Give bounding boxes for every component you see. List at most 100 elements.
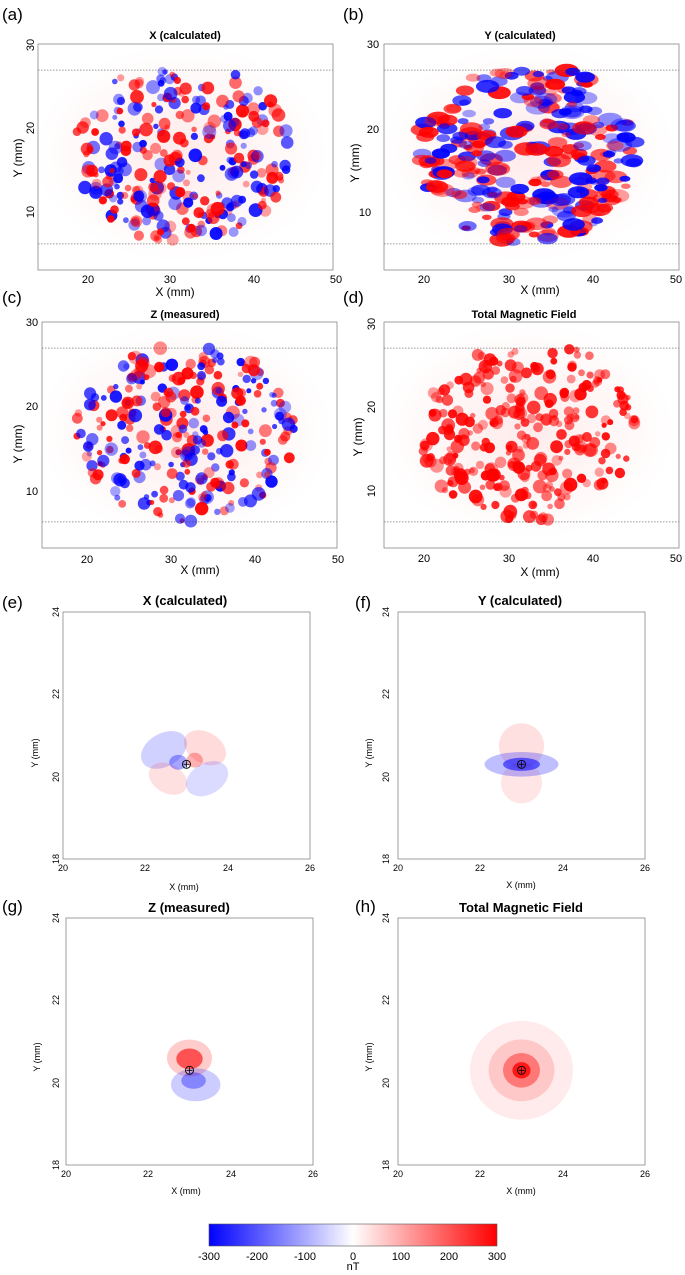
x-tick-a-30: 30	[164, 274, 176, 286]
field-blob	[114, 183, 120, 190]
field-blob	[168, 196, 182, 211]
field-blob	[185, 498, 196, 509]
field-blob	[197, 211, 203, 218]
x-tick-c-50: 50	[332, 554, 344, 566]
field-blob	[130, 90, 144, 104]
field-blob	[244, 161, 253, 169]
field-blob	[188, 148, 203, 163]
field-blob	[589, 437, 601, 448]
field-blob	[225, 460, 234, 469]
field-blob	[203, 467, 215, 479]
field-blob	[549, 194, 572, 206]
field-blob	[118, 120, 125, 128]
y-label-b: Y (mm)	[348, 143, 362, 182]
field-blob	[200, 196, 210, 206]
field-blob	[198, 493, 207, 502]
field-lobe	[140, 731, 187, 769]
field-blob	[212, 357, 218, 364]
field-blob	[223, 111, 233, 121]
field-blob	[189, 191, 199, 201]
field-blob	[98, 196, 107, 205]
field-blob	[185, 169, 191, 175]
field-blob	[446, 381, 454, 390]
field-blob	[139, 451, 147, 459]
field-blob	[123, 217, 129, 224]
field-blob	[142, 149, 153, 161]
field-blob	[229, 76, 242, 89]
field-blob	[471, 140, 486, 149]
field-lobe	[171, 1068, 221, 1102]
field-blob	[78, 180, 92, 195]
x-tick-a-40: 40	[248, 274, 260, 286]
field-blob	[436, 134, 451, 143]
x-tick-f-20: 20	[393, 863, 403, 873]
field-blob	[190, 102, 202, 114]
field-blob	[253, 390, 262, 398]
field-blob	[499, 474, 505, 481]
field-blob	[460, 122, 483, 135]
field-blob	[568, 172, 593, 186]
plot-frame-d	[383, 321, 680, 549]
field-blob	[133, 230, 144, 241]
y-tick-h-20: 20	[381, 1078, 391, 1088]
field-blob	[541, 490, 553, 502]
field-blob	[596, 377, 603, 383]
plot-frame-g	[65, 917, 314, 1166]
field-blob	[435, 395, 444, 404]
field-blob	[197, 438, 207, 448]
field-blob	[100, 421, 106, 427]
x-tick-g-24: 24	[226, 1169, 236, 1179]
field-blob	[142, 216, 152, 226]
field-blob	[576, 473, 587, 483]
field-blob	[192, 193, 199, 200]
field-blob	[463, 144, 473, 151]
field-blob	[124, 384, 133, 393]
dipole-marker	[185, 1065, 194, 1075]
field-blob	[231, 421, 239, 429]
field-blob	[128, 218, 141, 231]
field-blob	[173, 76, 181, 84]
field-blob	[177, 376, 186, 385]
colorbar-tick-0: 0	[350, 1251, 356, 1263]
x-label-d: X (mm)	[520, 565, 559, 579]
dipole-marker	[517, 759, 526, 769]
y-tick-a-10: 10	[25, 206, 37, 218]
field-blob	[201, 491, 208, 497]
field-blob	[130, 215, 143, 228]
field-blob	[464, 468, 471, 476]
field-blob	[445, 423, 454, 432]
field-blob	[623, 455, 630, 462]
field-blob	[203, 133, 214, 144]
field-blob	[165, 358, 179, 371]
field-blob	[251, 150, 264, 163]
field-blob	[183, 179, 190, 187]
field-blob	[563, 406, 574, 417]
field-blob	[565, 67, 581, 76]
field-blob	[184, 226, 197, 239]
field-blob	[212, 477, 225, 489]
field-blob	[168, 374, 177, 383]
field-blob	[564, 415, 573, 425]
field-blob	[89, 185, 103, 199]
field-blob	[117, 74, 125, 82]
field-blob	[92, 185, 99, 192]
x-label-b: X (mm)	[520, 283, 559, 297]
field-blob	[447, 480, 454, 487]
x-tick-c-40: 40	[249, 554, 261, 566]
field-blob	[96, 449, 103, 456]
field-blob	[168, 497, 175, 504]
field-blob	[554, 498, 565, 510]
field-blob	[547, 347, 558, 359]
field-blob	[236, 357, 245, 367]
field-blob	[209, 227, 223, 240]
y-tick-f-24: 24	[381, 607, 391, 617]
field-blob	[591, 380, 600, 388]
heatmap-f	[484, 723, 559, 804]
field-blob	[434, 479, 448, 493]
heatmap-b	[379, 43, 679, 263]
field-blob	[116, 96, 126, 106]
field-blob	[614, 467, 626, 479]
field-blob	[154, 444, 164, 454]
field-blob	[207, 114, 221, 128]
field-blob	[563, 477, 578, 492]
